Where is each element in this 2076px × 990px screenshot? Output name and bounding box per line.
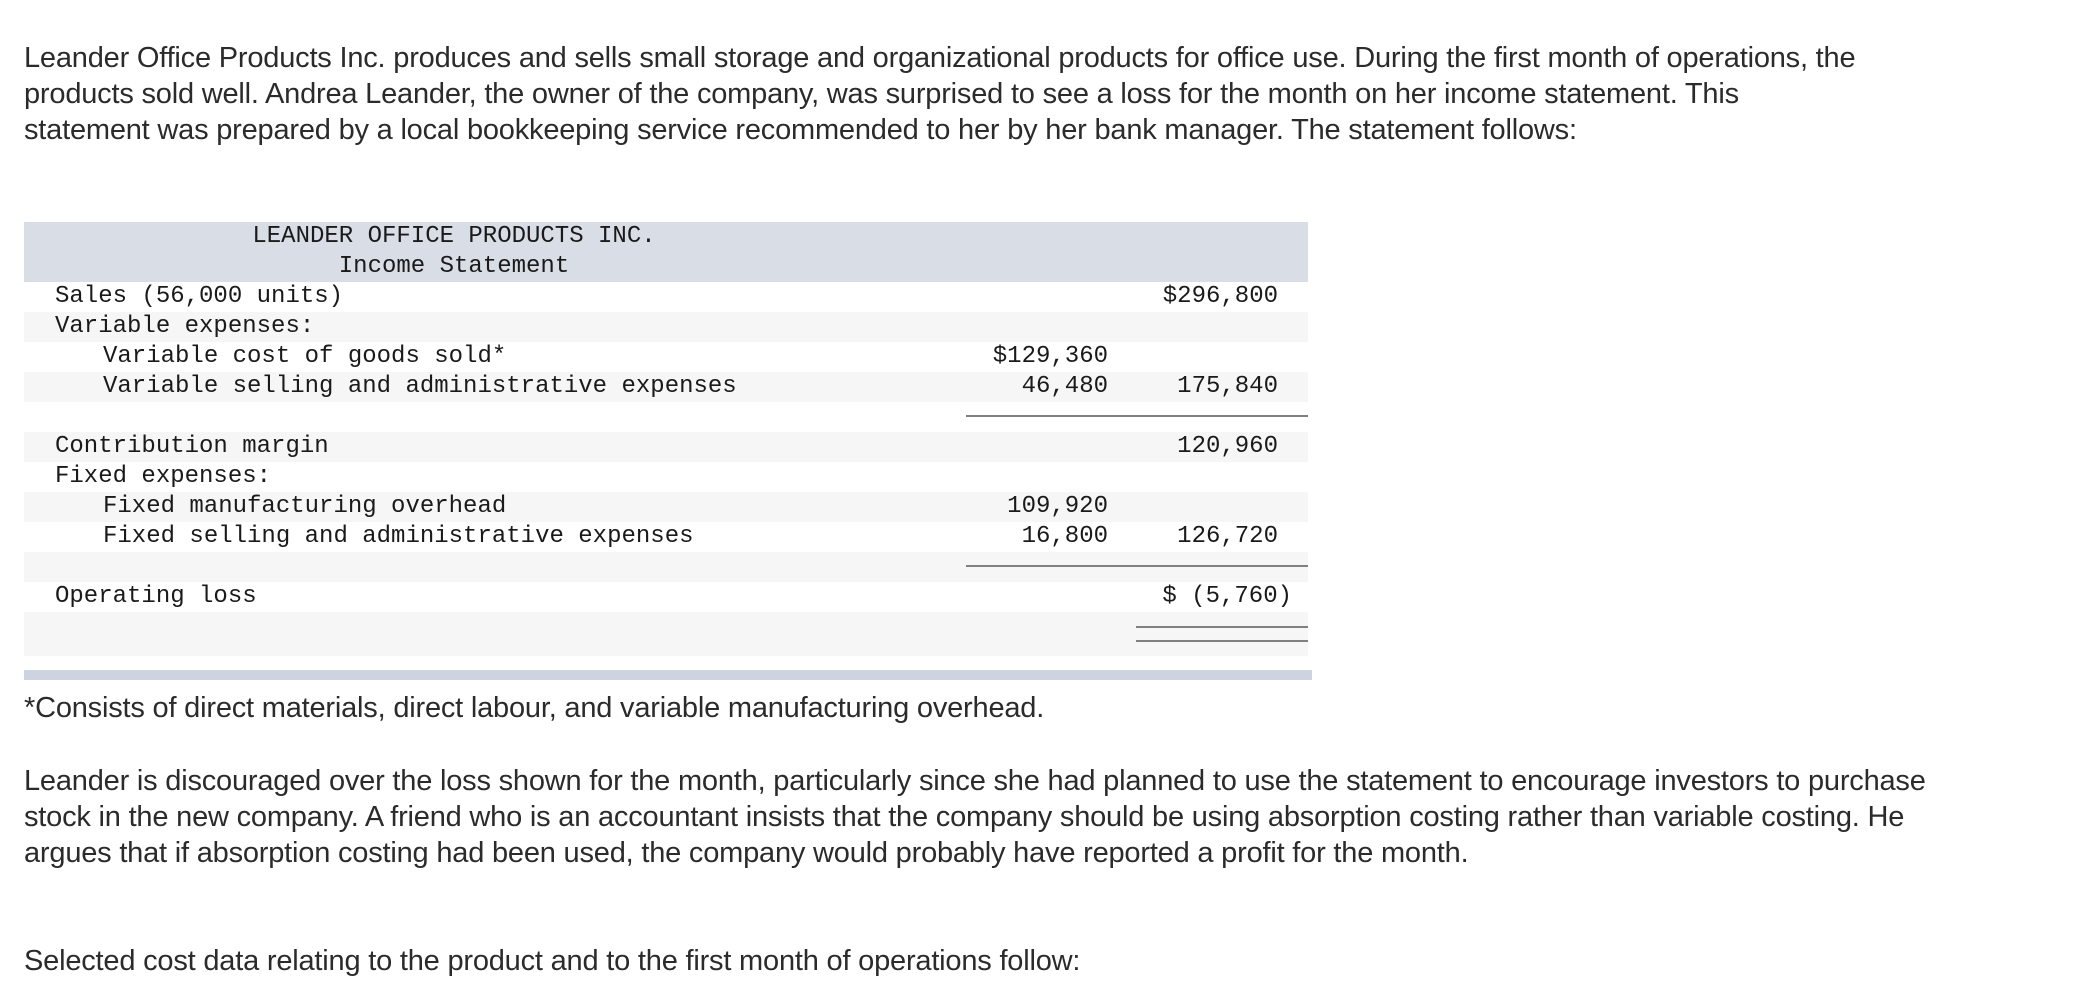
row-label: Variable expenses:: [55, 313, 315, 340]
row-variable-sga: Variable selling and administrative expe…: [24, 372, 1308, 402]
row-variable-cogs: Variable cost of goods sold* $129,360: [24, 342, 1308, 372]
double-underline-area: [24, 612, 1308, 656]
footnote: *Consists of direct materials, direct la…: [24, 692, 1045, 724]
row-label: Operating loss: [55, 583, 257, 610]
row-label: Fixed manufacturing overhead: [103, 493, 507, 520]
income-statement-table: LEANDER OFFICE PRODUCTS INC. Income Stat…: [24, 222, 1308, 656]
subtotal-rule: [966, 415, 1308, 417]
row-fixed-mfg-overhead: Fixed manufacturing overhead 109,920: [24, 492, 1308, 522]
double-rule-top: [1136, 626, 1308, 628]
row-label: Sales (56,000 units): [55, 283, 344, 310]
row-total: $ (5,760): [1162, 583, 1292, 610]
statement-title: Income Statement: [338, 253, 570, 280]
discussion-paragraph: Leander is discouraged over the loss sho…: [24, 765, 1926, 869]
subtotal-spacer: [24, 552, 1308, 582]
subtotal-spacer: [24, 402, 1308, 432]
subtotal-rule: [966, 565, 1308, 567]
row-amount: 109,920: [1007, 493, 1108, 520]
row-operating-loss: Operating loss $ (5,760): [24, 582, 1308, 612]
row-total: $296,800: [1162, 283, 1278, 310]
row-amount: 46,480: [1021, 373, 1108, 400]
row-variable-expenses-heading: Variable expenses:: [24, 312, 1308, 342]
intro-paragraph: Leander Office Products Inc. produces an…: [24, 42, 1856, 146]
row-amount: 16,800: [1021, 523, 1108, 550]
statement-footer-bar: [24, 670, 1312, 680]
row-label: Fixed selling and administrative expense…: [103, 523, 694, 550]
row-amount: $129,360: [992, 343, 1108, 370]
row-label: Contribution margin: [55, 433, 329, 460]
double-rule-bottom: [1136, 640, 1308, 642]
row-label: Fixed expenses:: [55, 463, 272, 490]
row-fixed-expenses-heading: Fixed expenses:: [24, 462, 1308, 492]
row-total: 175,840: [1177, 373, 1278, 400]
row-fixed-sga: Fixed selling and administrative expense…: [24, 522, 1308, 552]
selected-data-intro: Selected cost data relating to the produ…: [24, 945, 1081, 977]
row-label: Variable selling and administrative expe…: [103, 373, 737, 400]
row-total: 126,720: [1177, 523, 1278, 550]
row-contribution-margin: Contribution margin 120,960: [24, 432, 1308, 462]
company-name: LEANDER OFFICE PRODUCTS INC.: [252, 223, 656, 250]
row-label: Variable cost of goods sold*: [103, 343, 507, 370]
statement-header: LEANDER OFFICE PRODUCTS INC. Income Stat…: [24, 222, 1308, 282]
row-sales: Sales (56,000 units) $296,800: [24, 282, 1308, 312]
row-total: 120,960: [1177, 433, 1278, 460]
